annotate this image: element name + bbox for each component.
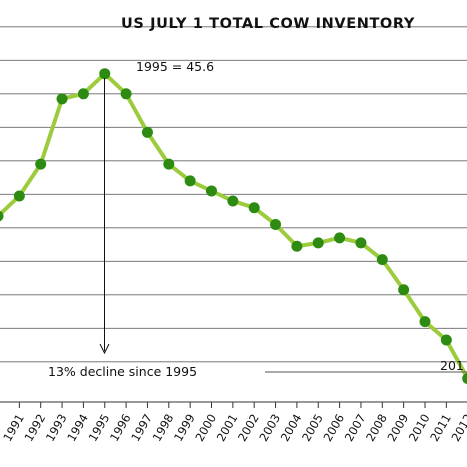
x-tick-label: 2007 [342, 412, 369, 444]
series-line [0, 71, 467, 380]
data-point [248, 202, 260, 214]
x-tick-label: 1993 [43, 412, 70, 444]
data-point [227, 195, 239, 207]
data-point [419, 316, 431, 328]
chart-title: US JULY 1 TOTAL COW INVENTORY [121, 16, 415, 32]
data-point [440, 334, 452, 346]
peak-annotation: 1995 = 45.6 [136, 59, 214, 74]
data-point [0, 210, 4, 222]
data-point [206, 185, 217, 197]
x-tick-label: 1995 [86, 412, 113, 444]
x-tick-label: 2012 [449, 412, 467, 444]
data-point [141, 126, 153, 138]
data-point [163, 158, 175, 170]
x-tick-label: 1997 [128, 412, 155, 444]
data-point [398, 284, 410, 296]
x-tick-label: 2005 [299, 412, 326, 444]
x-tick-label: 2003 [256, 412, 283, 444]
data-point [291, 240, 303, 252]
gridlines [0, 26, 467, 363]
x-tick-label: 2010 [406, 412, 433, 444]
data-point [56, 93, 68, 105]
data-point [355, 237, 367, 249]
data-point [334, 232, 346, 244]
x-tick-label: 2000 [192, 412, 219, 444]
x-tick-label: 1996 [107, 412, 134, 444]
x-tick-label: 2004 [278, 412, 305, 444]
x-tick-label: 2008 [363, 412, 390, 444]
data-point [35, 158, 47, 170]
data-point [77, 88, 89, 100]
x-tick-label: 1991 [0, 412, 27, 444]
data-point [184, 175, 196, 187]
x-tick-label: 2009 [384, 412, 411, 444]
data-point [312, 237, 324, 249]
decline-annotation: 13% decline since 1995 [48, 364, 197, 379]
x-tick-label: 2006 [320, 412, 347, 444]
data-point [120, 88, 132, 100]
x-tick-label: 1999 [171, 412, 198, 444]
x-tick-label: 2011 [427, 412, 454, 444]
data-point [376, 254, 388, 266]
data-point [462, 373, 467, 385]
x-tick-label: 1998 [150, 412, 177, 444]
x-axis-ticks: 1991199219931994199519961997199819992000… [0, 402, 467, 444]
data-point [13, 190, 25, 202]
x-tick-label: 1992 [22, 412, 49, 444]
data-point [99, 68, 111, 80]
decline-arrowhead [99, 343, 110, 355]
x-tick-label: 1994 [64, 412, 91, 444]
x-tick-label: 2001 [214, 412, 241, 444]
series-marks [0, 68, 467, 385]
end-annotation: 201 [440, 358, 464, 373]
x-tick-label: 2002 [235, 412, 262, 444]
data-point [270, 218, 282, 230]
